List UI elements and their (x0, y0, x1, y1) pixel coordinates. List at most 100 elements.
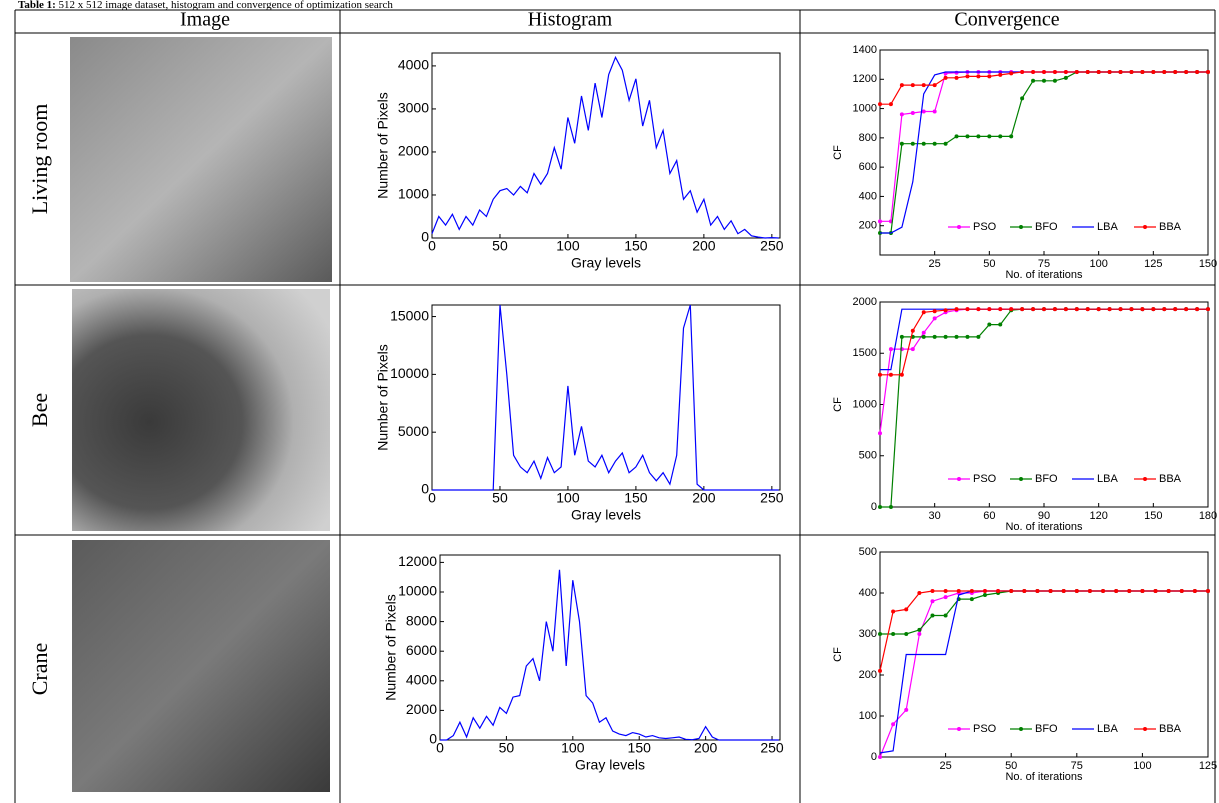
x-tick-label: 100 (1133, 760, 1151, 772)
x-tick-label: 250 (760, 490, 784, 506)
x-tick-label: 0 (428, 238, 436, 254)
caption: Table 1: 512 x 512 image dataset, histog… (18, 0, 393, 11)
series-marker (965, 74, 970, 79)
series-marker (932, 309, 937, 314)
legend-marker (1143, 727, 1147, 731)
series-marker (1173, 69, 1178, 74)
series-marker (1179, 588, 1184, 593)
histogram-line (440, 569, 779, 741)
series-marker (982, 593, 987, 598)
y-tick-label: 200 (859, 669, 877, 681)
y-tick-label: 600 (859, 161, 877, 173)
series-marker (1107, 307, 1112, 312)
series-marker (1114, 588, 1119, 593)
convergence-chart: 25 50 75 100 125 150 200 400 600 800 1000 1200 1400 N… (832, 44, 1217, 281)
series-marker (904, 607, 909, 612)
convergence-chart: 30 60 90 120 150 180 0 500 1000 1500 2000 No. of it… (832, 296, 1217, 533)
series-marker (921, 334, 926, 339)
legend-label: BFO (1035, 723, 1058, 735)
series-marker (998, 322, 1003, 327)
series-marker (1061, 588, 1066, 593)
series-marker (982, 588, 987, 593)
series-marker (932, 109, 937, 114)
x-tick-label: 180 (1199, 510, 1217, 522)
series-marker (921, 83, 926, 88)
series-marker (1085, 69, 1090, 74)
series-marker (888, 347, 893, 352)
series-marker (932, 141, 937, 146)
series-marker (954, 307, 959, 312)
y-tick-label: 4000 (398, 57, 429, 73)
series-marker (888, 102, 893, 107)
y-tick-label: 800 (859, 132, 877, 144)
series-marker (878, 505, 882, 509)
series-marker (930, 588, 935, 593)
series-marker (930, 599, 935, 604)
x-tick-label: 60 (983, 510, 995, 522)
y-tick-label: 500 (859, 450, 877, 462)
series-marker (943, 595, 948, 600)
series-marker (1153, 588, 1158, 593)
x-tick-label: 250 (760, 238, 784, 254)
series-marker (1151, 307, 1156, 312)
series-marker (932, 334, 937, 339)
series-marker (1009, 134, 1014, 139)
y-tick-label: 10000 (390, 365, 429, 381)
series-marker (1129, 307, 1134, 312)
series-marker (1096, 307, 1101, 312)
x-tick-label: 75 (1038, 258, 1050, 270)
series-marker (965, 134, 970, 139)
y-tick-label: 2000 (853, 296, 877, 308)
series-marker (1063, 75, 1068, 80)
y-tick-label: 1400 (853, 44, 877, 56)
series-marker (1009, 71, 1014, 76)
series-marker (976, 307, 981, 312)
x-tick-label: 200 (692, 490, 716, 506)
series-marker (904, 632, 909, 636)
x-tick-label: 150 (624, 238, 648, 254)
series-marker (1022, 588, 1027, 593)
histogram-chart: 0 50 100 150 200 250 0 1000 2000 3000 4000 Gray lev… (375, 52, 784, 271)
x-tick-label: 200 (694, 740, 718, 756)
series-marker (1206, 588, 1210, 593)
legend-label: BBA (1159, 723, 1182, 735)
x-tick-label: 25 (939, 760, 951, 772)
series-marker (878, 632, 882, 636)
series-marker (1009, 307, 1014, 312)
row-label: Living room (27, 104, 52, 215)
y-tick-label: 12000 (398, 553, 437, 569)
y-tick-label: 2000 (398, 143, 429, 159)
x-tick-label: 50 (499, 740, 515, 756)
series-marker (1140, 307, 1145, 312)
series-marker (969, 588, 974, 593)
series-marker (888, 372, 893, 377)
x-tick-label: 30 (929, 510, 941, 522)
y-tick-label: 6000 (406, 642, 437, 658)
series-marker (1063, 69, 1068, 74)
x-axis-label: No. of iterations (1005, 771, 1083, 783)
y-tick-label: 8000 (406, 612, 437, 628)
y-tick-label: 1000 (853, 398, 877, 410)
y-tick-label: 0 (421, 481, 429, 497)
legend-marker (957, 727, 961, 731)
series-marker (921, 330, 926, 335)
y-tick-label: 0 (871, 751, 877, 763)
series-marker (1166, 588, 1171, 593)
series-marker (910, 347, 915, 352)
header: Histogram (528, 9, 613, 31)
series-marker (891, 632, 896, 636)
series-marker (998, 307, 1003, 312)
series-marker (899, 112, 904, 117)
legend-label: BBA (1159, 221, 1182, 233)
series-marker (878, 668, 882, 673)
series-marker (904, 707, 909, 712)
y-tick-label: 100 (859, 710, 877, 722)
series-marker (954, 134, 959, 139)
x-tick-label: 125 (1144, 258, 1162, 270)
series-marker (1074, 588, 1079, 593)
x-tick-label: 150 (1144, 510, 1162, 522)
series-marker (987, 307, 992, 312)
series-line (879, 590, 1208, 672)
x-tick-label: 120 (1089, 510, 1107, 522)
x-axis-label: No. of iterations (1005, 269, 1083, 281)
